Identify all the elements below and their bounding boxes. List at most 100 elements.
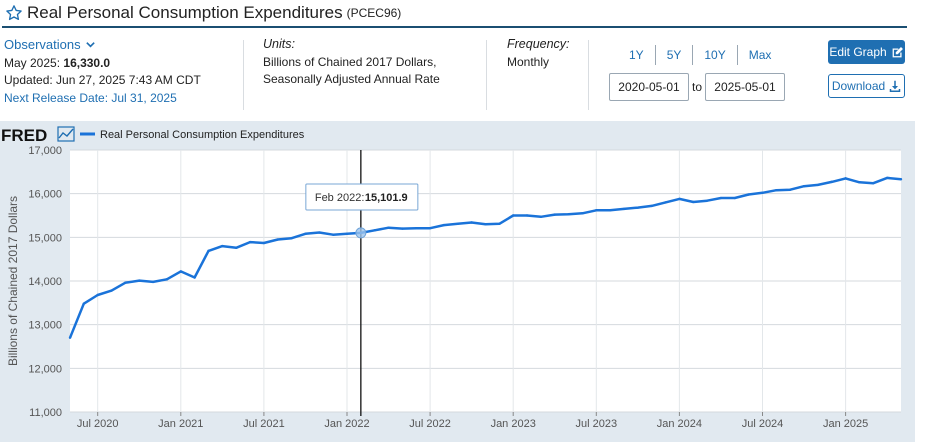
edit-graph-label: Edit Graph <box>829 45 887 59</box>
frequency-value: Monthly <box>507 54 550 69</box>
title-divider <box>2 26 907 28</box>
units-panel: Units: Billions of Chained 2017 Dollars,… <box>263 36 440 89</box>
data-point <box>567 212 570 216</box>
range-1y-button[interactable]: 1Y <box>618 45 656 65</box>
data-point <box>235 246 238 250</box>
data-point <box>304 232 307 236</box>
data-point <box>207 249 210 253</box>
x-tick-label: Jan 2022 <box>324 418 369 430</box>
units-label: Units: <box>263 37 295 51</box>
data-point <box>719 196 723 200</box>
data-point <box>885 176 889 180</box>
x-tick-label: Jul 2020 <box>77 418 119 430</box>
edit-icon <box>892 46 903 57</box>
start-date-input[interactable]: 2020-05-01 <box>609 73 689 101</box>
y-tick-label: 11,000 <box>29 407 62 419</box>
data-point <box>747 193 750 196</box>
data-point <box>775 188 778 192</box>
data-point <box>872 181 875 185</box>
data-point <box>858 181 861 184</box>
data-point <box>165 278 169 281</box>
data-point <box>830 180 833 184</box>
data-point <box>664 201 667 204</box>
y-tick-label: 13,000 <box>28 320 62 332</box>
data-point <box>276 238 279 241</box>
data-point <box>608 209 612 212</box>
data-point <box>138 279 141 282</box>
tooltip-value: 15,101.9 <box>365 192 408 204</box>
data-point <box>193 276 196 279</box>
star-icon[interactable] <box>5 4 23 22</box>
x-tick-label: Jul 2024 <box>742 418 784 430</box>
range-5y-button[interactable]: 5Y <box>656 45 694 65</box>
observations-panel: Observations May 2025: 16,330.0 Updated:… <box>4 36 201 107</box>
end-date-input[interactable]: 2025-05-01 <box>705 73 785 101</box>
data-point <box>331 233 335 236</box>
edit-graph-button[interactable]: Edit Graph <box>828 40 905 64</box>
series-id: (PCEC96) <box>346 6 402 20</box>
x-tick-label: Jan 2021 <box>158 418 203 430</box>
download-label: Download <box>831 79 886 93</box>
divider <box>486 40 487 110</box>
frequency-panel: Frequency: Monthly <box>507 36 570 71</box>
y-tick-label: 17,000 <box>28 145 62 157</box>
data-point <box>789 188 792 191</box>
line-chart[interactable]: FRED Real Personal Consumption Expenditu… <box>0 121 915 442</box>
x-tick-label: Jan 2023 <box>491 418 536 430</box>
x-tick-label: Jul 2022 <box>409 418 451 430</box>
data-point <box>290 237 293 240</box>
frequency-label: Frequency: <box>507 37 570 51</box>
range-max-button[interactable]: Max <box>748 48 772 62</box>
data-point <box>553 213 556 216</box>
y-tick-label: 12,000 <box>28 363 62 375</box>
data-point <box>124 281 127 284</box>
data-point <box>733 196 736 200</box>
data-point <box>581 212 584 215</box>
data-point <box>816 183 820 187</box>
data-point <box>705 199 709 202</box>
data-point <box>415 226 418 230</box>
data-point <box>110 289 113 292</box>
x-tick-label: Jan 2025 <box>823 418 868 430</box>
data-point <box>636 206 640 209</box>
divider <box>588 40 589 110</box>
observations-label: Observations <box>4 37 81 52</box>
observations-dropdown[interactable]: Observations <box>4 36 96 54</box>
data-point <box>248 240 252 244</box>
y-tick-label: 15,000 <box>28 232 62 244</box>
y-tick-label: 14,000 <box>28 276 62 288</box>
updated-text: Updated: Jun 27, 2025 7:43 AM CDT <box>4 73 201 87</box>
download-button[interactable]: Download <box>828 74 905 98</box>
data-point <box>622 207 626 211</box>
y-tick-label: 16,000 <box>28 189 62 201</box>
data-point <box>401 227 404 230</box>
range-buttons: 1Y 5Y 10Y Max <box>618 45 782 65</box>
data-point <box>678 197 681 201</box>
divider <box>243 40 244 110</box>
data-point <box>650 204 653 208</box>
data-point <box>512 214 515 217</box>
data-point <box>498 222 501 225</box>
data-point <box>539 215 543 219</box>
units-line-2: Seasonally Adjusted Annual Rate <box>263 72 440 86</box>
data-point <box>844 177 847 180</box>
to-label: to <box>692 80 703 94</box>
chevron-down-icon <box>85 42 95 48</box>
data-point <box>345 232 349 236</box>
fred-logo: FRED <box>1 126 47 145</box>
x-tick-label: Jul 2021 <box>243 418 285 430</box>
legend-label: Real Personal Consumption Expenditures <box>100 129 305 141</box>
next-release-link[interactable]: Next Release Date: Jul 31, 2025 <box>4 90 177 105</box>
data-point <box>595 209 598 212</box>
range-10y-button[interactable]: 10Y <box>693 45 738 65</box>
data-point <box>96 293 99 297</box>
fred-graph-icon <box>57 126 75 142</box>
data-point <box>221 244 224 248</box>
latest-observation: May 2025: 16,330.0 <box>4 55 201 73</box>
data-point <box>82 302 86 305</box>
data-point <box>525 214 529 217</box>
observation-value: 16,330.0 <box>63 55 111 70</box>
data-point <box>761 191 764 194</box>
data-point <box>456 222 459 225</box>
download-icon <box>889 80 901 92</box>
